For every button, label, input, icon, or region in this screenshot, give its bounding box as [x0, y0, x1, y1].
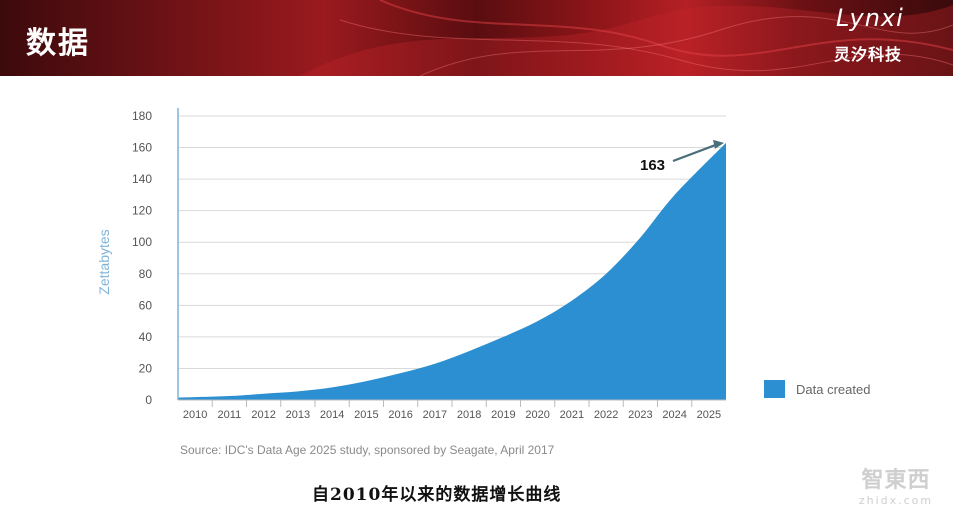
x-tick-label: 2021	[560, 409, 584, 421]
brand-logo: Lynxi	[836, 4, 904, 32]
chart-area-layer	[178, 142, 726, 401]
x-tick-label: 2016	[388, 409, 412, 421]
chart-caption: 自2010年以来的数据增长曲线	[312, 485, 562, 505]
y-axis-label: Zettabytes	[96, 229, 112, 294]
chart-legend: Data created	[764, 380, 870, 398]
x-tick-label: 2011	[218, 409, 242, 421]
brand-name: 灵汐科技	[834, 45, 903, 64]
x-axis-ticks: 2010 2011 2012 2013 2014 2015 2016 2017 2018 2019…	[183, 400, 721, 421]
y-tick-label: 60	[139, 298, 153, 312]
header-wave-decoration	[300, 0, 953, 76]
y-tick-label: 160	[132, 141, 152, 155]
y-tick-label: 0	[145, 393, 152, 407]
x-tick-label: 2010	[183, 409, 207, 421]
legend-swatch	[764, 380, 785, 398]
x-tick-label: 2024	[662, 409, 686, 421]
chart-axes	[177, 108, 726, 401]
y-tick-label: 80	[139, 267, 153, 281]
x-tick-label: 2015	[354, 409, 378, 421]
annotation-arrow-line	[672, 143, 717, 163]
y-tick-label: 120	[132, 204, 152, 218]
x-tick-label: 2023	[628, 409, 652, 421]
x-tick-label: 2012	[251, 409, 275, 421]
annotation-arrow-head	[713, 139, 724, 149]
chart-annotation: 163	[640, 139, 724, 174]
slide-header: 数据 Lynxi 灵汐科技	[0, 0, 953, 76]
area-series-data-created	[178, 142, 726, 401]
y-tick-label: 20	[139, 361, 153, 375]
y-tick-label: 140	[132, 172, 152, 186]
x-tick-label: 2013	[286, 409, 310, 421]
watermark-logo: 智東西	[861, 468, 931, 493]
x-tick-label: 2019	[491, 409, 515, 421]
y-tick-label: 100	[132, 235, 152, 249]
y-tick-label: 40	[139, 330, 153, 344]
legend-label: Data created	[796, 382, 870, 397]
peak-value-label: 163	[640, 157, 665, 174]
y-axis-ticks: 0 20 40 60 80 100 120 140 160 180	[132, 109, 152, 407]
x-tick-label: 2022	[594, 409, 618, 421]
page-title: 数据	[26, 26, 90, 61]
watermark: 智東西 zhidx.com	[850, 462, 942, 507]
x-tick-label: 2014	[320, 409, 344, 421]
y-tick-label: 180	[132, 109, 152, 123]
source-note: Source: IDC's Data Age 2025 study, spons…	[180, 443, 555, 457]
watermark-url: zhidx.com	[858, 494, 934, 507]
x-tick-label: 2018	[457, 409, 481, 421]
x-tick-label: 2025	[697, 409, 721, 421]
x-tick-label: 2017	[423, 409, 447, 421]
x-tick-label: 2020	[525, 409, 549, 421]
